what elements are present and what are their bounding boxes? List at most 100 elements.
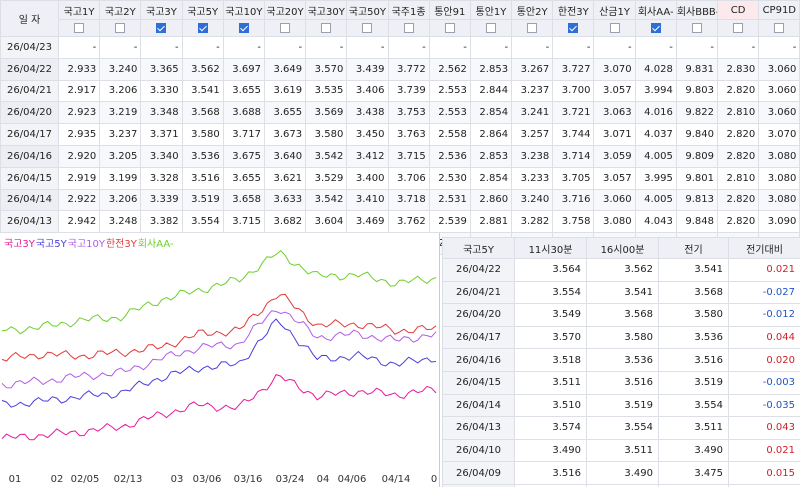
table-row[interactable]: 26/04/16 3.518 3.536 3.516 0.020 bbox=[442, 348, 800, 372]
intraday-header-3[interactable]: 전기 bbox=[658, 237, 729, 259]
legend-item[interactable]: 국고10Y bbox=[67, 239, 105, 250]
series-checkbox[interactable] bbox=[362, 22, 373, 33]
column-header-14[interactable]: 회사AA- bbox=[634, 0, 677, 20]
series-checkbox[interactable] bbox=[238, 22, 249, 33]
intraday-header-0[interactable]: 국고5Y bbox=[442, 237, 515, 259]
series-checkbox[interactable] bbox=[115, 22, 126, 33]
table-cell: - bbox=[263, 36, 307, 59]
table-cell: 3.080 bbox=[758, 166, 800, 190]
table-cell: 3.570 bbox=[305, 57, 348, 81]
table-cell: 3.763 bbox=[387, 123, 430, 146]
row-date: 26/04/23 bbox=[0, 36, 59, 59]
series-checkbox[interactable] bbox=[280, 22, 291, 33]
table-row[interactable]: 26/04/23- - - - - - - - - - - - - - - - - - bbox=[0, 36, 800, 59]
column-header-4[interactable]: 국고10Y bbox=[222, 0, 265, 20]
series-checkbox[interactable] bbox=[321, 22, 332, 33]
table-row[interactable]: 26/04/13 2.942 3.248 3.382 3.554 3.715 3.682 3.… bbox=[0, 210, 800, 234]
column-header-0[interactable]: 국고1Y bbox=[57, 0, 101, 20]
table-cell: 2.935 bbox=[57, 123, 101, 146]
column-header-6[interactable]: 국고30Y bbox=[305, 0, 348, 20]
table-cell: 3.568 bbox=[586, 303, 659, 327]
legend-item[interactable]: 국고3Y bbox=[4, 239, 35, 250]
table-row[interactable]: 26/04/14 3.510 3.519 3.554 -0.035 bbox=[442, 393, 800, 418]
intraday-header-2[interactable]: 16시00분 bbox=[586, 237, 659, 259]
table-cell: 3.541 bbox=[586, 280, 659, 305]
series-checkbox[interactable] bbox=[527, 22, 538, 33]
column-header-5[interactable]: 국고20Y bbox=[263, 0, 307, 20]
column-header-16[interactable]: CD bbox=[716, 0, 760, 20]
table-cell: 3.365 bbox=[140, 57, 183, 81]
column-header-13[interactable]: 산금1Y bbox=[593, 0, 636, 20]
column-header-1[interactable]: 국고2Y bbox=[99, 0, 142, 20]
table-row[interactable]: 26/04/22 3.564 3.562 3.541 0.021 bbox=[442, 258, 800, 282]
column-header-11[interactable]: 통안2Y bbox=[511, 0, 554, 20]
row-date: 26/04/17 bbox=[0, 123, 59, 146]
legend-item[interactable]: 국고5Y bbox=[35, 239, 67, 250]
table-row[interactable]: 26/04/17 2.935 3.237 3.371 3.580 3.717 3.673 3.… bbox=[0, 123, 800, 146]
table-cell: 3.604 bbox=[305, 210, 348, 234]
table-cell: 9.813 bbox=[675, 188, 719, 212]
table-cell: 3.562 bbox=[181, 57, 224, 81]
column-header-8[interactable]: 국주1종 bbox=[387, 0, 430, 20]
table-row[interactable]: 26/04/21 2.917 3.206 3.330 3.541 3.655 3.619 3.… bbox=[0, 79, 800, 103]
table-cell: 2.820 bbox=[716, 123, 760, 146]
table-cell: 3.564 bbox=[514, 258, 587, 282]
series-checkbox[interactable] bbox=[485, 22, 496, 33]
column-header-15[interactable]: 회사BBB- bbox=[675, 0, 719, 20]
column-header-7[interactable]: 국고50Y bbox=[346, 0, 389, 20]
yield-grid-body: 26/04/23- - - - - - - - - - - - - - - - - -26/04/22 2.933 3… bbox=[0, 36, 800, 255]
intraday-header-1[interactable]: 11시30분 bbox=[514, 237, 587, 259]
table-cell: 3.580 bbox=[181, 123, 224, 146]
series-checkbox[interactable] bbox=[197, 22, 208, 33]
table-row[interactable]: 26/04/10 3.490 3.511 3.490 0.021 bbox=[442, 438, 800, 463]
table-row[interactable]: 26/04/16 2.920 3.205 3.340 3.536 3.675 3.640 3.… bbox=[0, 144, 800, 168]
table-cell: 3.490 bbox=[658, 438, 729, 463]
legend-item[interactable]: 회사AA- bbox=[137, 239, 174, 250]
table-cell: 2.854 bbox=[469, 101, 513, 125]
table-row[interactable]: 26/04/17 3.570 3.580 3.536 0.044 bbox=[442, 325, 800, 350]
column-header-12[interactable]: 한전3Y bbox=[552, 0, 595, 20]
table-cell: 4.028 bbox=[634, 57, 677, 81]
table-row[interactable]: 26/04/20 2.923 3.219 3.348 3.568 3.688 3.655 3.… bbox=[0, 101, 800, 125]
column-header-2[interactable]: 국고3Y bbox=[140, 0, 183, 20]
table-cell: 0.043 bbox=[728, 416, 800, 440]
series-checkbox[interactable] bbox=[650, 22, 661, 33]
table-cell: 3.716 bbox=[552, 188, 595, 212]
table-row[interactable]: 26/04/13 3.574 3.554 3.511 0.043 bbox=[442, 416, 800, 440]
column-header-9[interactable]: 통안91 bbox=[428, 0, 471, 20]
table-row[interactable]: 26/04/20 3.549 3.568 3.580 -0.012 bbox=[442, 303, 800, 327]
legend-item[interactable]: 한전3Y bbox=[105, 239, 137, 250]
table-cell: 3.580 bbox=[586, 325, 659, 350]
series-checkbox[interactable] bbox=[403, 22, 414, 33]
table-row[interactable]: 26/04/14 2.922 3.206 3.339 3.519 3.658 3.633 3.… bbox=[0, 188, 800, 212]
series-checkbox[interactable] bbox=[691, 22, 702, 33]
series-checkbox[interactable] bbox=[568, 22, 579, 33]
series-checkbox[interactable] bbox=[74, 22, 85, 33]
series-checkbox[interactable] bbox=[444, 22, 455, 33]
series-line-3 bbox=[1, 293, 437, 362]
table-row[interactable]: 26/04/22 2.933 3.240 3.365 3.562 3.697 3.649 3.… bbox=[0, 57, 800, 81]
table-row[interactable]: 26/04/15 2.919 3.199 3.328 3.516 3.655 3.621 3.… bbox=[0, 166, 800, 190]
table-cell: 3.758 bbox=[552, 210, 595, 234]
table-cell: 3.697 bbox=[222, 57, 265, 81]
column-header-10[interactable]: 통안1Y bbox=[469, 0, 513, 20]
table-row[interactable]: 26/04/21 3.554 3.541 3.568 -0.027 bbox=[442, 280, 800, 305]
table-row[interactable]: 26/04/15 3.511 3.516 3.519 -0.003 bbox=[442, 370, 800, 395]
column-header-3[interactable]: 국고5Y bbox=[181, 0, 224, 20]
table-row[interactable]: 26/04/083.4793.4753.622-0.147 bbox=[442, 483, 800, 487]
series-checkbox[interactable] bbox=[609, 22, 620, 33]
table-cell: 3.655 bbox=[263, 101, 307, 125]
date-header: 일 자 bbox=[0, 0, 59, 37]
table-cell: 3.727 bbox=[552, 57, 595, 81]
table-cell: 3.568 bbox=[181, 101, 224, 125]
table-cell: 3.205 bbox=[99, 144, 142, 168]
series-checkbox[interactable] bbox=[156, 22, 167, 33]
intraday-header-4[interactable]: 전기대비 bbox=[728, 237, 800, 259]
column-header-17[interactable]: CP91D bbox=[758, 0, 800, 20]
table-cell: 2.920 bbox=[57, 144, 101, 168]
series-checkbox[interactable] bbox=[733, 22, 744, 33]
table-row[interactable]: 26/04/09 3.516 3.490 3.475 0.015 bbox=[442, 461, 800, 485]
series-checkbox[interactable] bbox=[774, 22, 785, 33]
x-tick-label: 04/06 bbox=[338, 474, 367, 485]
row-date: 26/04/22 bbox=[442, 258, 515, 282]
